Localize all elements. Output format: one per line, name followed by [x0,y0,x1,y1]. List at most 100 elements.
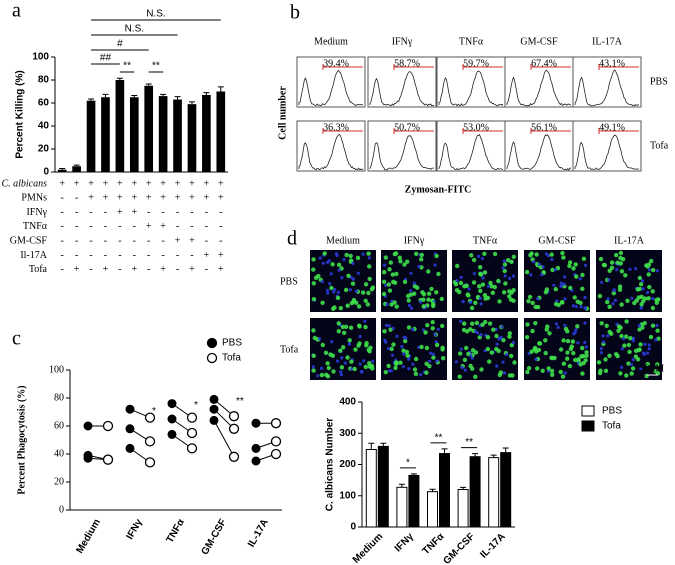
point [209,394,219,404]
treatment-sign: - [89,207,92,218]
cell [335,295,341,301]
cell [565,356,570,361]
cell [571,351,576,356]
treatment-sign: + [218,193,224,204]
cell [458,280,464,286]
cell [470,348,476,353]
cell [337,268,341,272]
cell [430,326,435,331]
cell [625,298,630,303]
cell [641,287,645,291]
point [102,454,114,465]
point [83,453,93,463]
cell [429,351,433,355]
cell [367,256,371,260]
treatment-sign: + [146,178,152,189]
y-tick-label: 0 [43,167,49,178]
cell [429,286,434,292]
cell [494,333,499,339]
treatment-sign: - [205,207,208,218]
significance-label: ## [100,53,112,64]
bar [101,97,110,172]
y-tick-label: 300 [339,428,356,439]
histogram-box [296,56,366,108]
treatment-label: Il-17A [20,250,47,261]
cell [526,299,531,304]
cell [345,355,350,360]
cell [469,253,474,258]
cell [547,331,552,336]
error-bar [116,77,123,80]
cell [480,282,486,287]
cell [402,279,408,285]
cell [461,300,465,304]
treatment-sign: - [61,193,64,204]
cell [405,259,410,264]
treatment-sign: + [175,235,181,246]
cell [572,332,576,336]
cell [406,325,412,330]
cell [363,298,368,303]
cell [601,334,605,338]
cell [485,346,491,352]
cell [618,250,624,256]
legend-label: PBS [602,406,622,417]
cell [412,291,417,296]
cell [638,282,644,287]
cell [650,289,655,294]
error-bar [368,442,375,450]
panel-letter: b [290,2,300,24]
cell [552,283,556,287]
pair-line [213,420,235,458]
cell [563,275,567,279]
cell [553,287,558,292]
cell [637,275,642,281]
cell [483,296,488,301]
cell [436,271,441,277]
error-bar [131,95,138,98]
cell [339,373,343,377]
cell [584,345,589,349]
row-label: Tofa [650,140,669,151]
cell [360,290,366,295]
point [144,436,156,447]
cell [511,254,516,259]
cell [583,295,587,300]
cell [426,297,431,302]
cell [338,348,343,353]
treatment-sign: + [131,178,137,189]
cell [463,368,467,372]
cell [343,287,349,293]
cell [311,267,316,272]
gate [322,64,363,70]
treatment-sign: - [75,207,78,218]
cell [502,262,508,267]
cell [326,260,330,264]
cell [540,368,545,373]
significance-label: ** [152,61,160,72]
cell [507,334,512,339]
gate-percentage: 50.7% [394,122,420,133]
treatment-sign: - [176,250,179,261]
cell [390,272,395,277]
gate [462,64,503,70]
cell [632,300,637,306]
cell [392,251,398,257]
error-bar [441,448,448,454]
row-label: PBS [280,276,298,287]
cell [405,353,410,358]
treatment-sign: - [147,235,150,246]
cell [508,276,512,280]
cell [464,345,469,351]
cell [609,260,615,265]
cell [560,374,566,379]
cell [553,268,558,272]
cell [325,288,329,292]
cell [529,251,534,256]
cell [620,257,626,262]
cell [597,293,603,299]
cell [619,302,624,307]
cell [480,322,485,327]
cell [336,329,341,334]
cell [620,365,624,369]
